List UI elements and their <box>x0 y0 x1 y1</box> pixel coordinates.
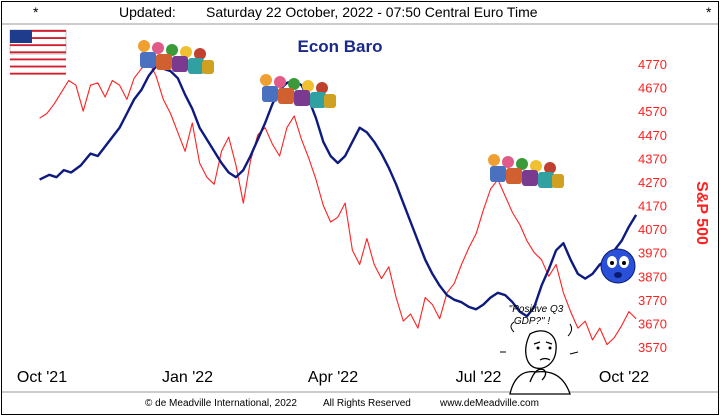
y-tick-label: 3570 <box>638 340 667 355</box>
y-tick-label: 4570 <box>638 104 667 119</box>
gdp-annotation: "Positive Q3 GDP?" ! <box>509 304 564 327</box>
x-tick-label: Apr '22 <box>308 369 358 386</box>
celebrating-crowd-icon <box>260 74 336 108</box>
x-tick-label: Oct '22 <box>599 369 649 386</box>
worried-face-icon <box>600 248 636 284</box>
thinking-man-icon <box>500 321 579 395</box>
plot-lines <box>39 61 638 346</box>
footer-rights: All Rights Reserved <box>323 398 411 409</box>
us-flag-icon <box>9 29 67 75</box>
updated-label: Updated: <box>119 4 176 20</box>
y-tick-label: 3870 <box>638 269 667 284</box>
x-tick-label: Jul '22 <box>456 369 502 386</box>
y-tick-label: 4370 <box>638 151 667 166</box>
celebrating-crowd-icon <box>488 154 564 188</box>
y-tick-label: 3770 <box>638 293 667 308</box>
y-tick-label: 4170 <box>638 199 667 214</box>
celebrating-crowd-icon <box>138 40 214 74</box>
chart-title: Econ Baro <box>297 37 382 56</box>
y-tick-label: 3970 <box>638 246 667 261</box>
x-axis-ticks: Oct '21 Jan '22 Apr '22 Jul '22 Oct '22 <box>17 369 649 386</box>
y-axis-right-ticks: 4770 4670 4570 4470 4370 4270 4170 4070 3970 3870… <box>638 57 667 355</box>
footer-copyright: © de Meadville International, 2022 <box>145 398 297 409</box>
updated-value: Saturday 22 October, 2022 - 07:50 Centra… <box>206 4 538 20</box>
y-tick-label: 3670 <box>638 316 667 331</box>
series-line-sp500 <box>39 61 637 346</box>
y-tick-label: 4070 <box>638 222 667 237</box>
footer-url: www.deMeadville.com <box>440 398 539 409</box>
x-tick-label: Oct '21 <box>17 369 67 386</box>
series-line-econ-baro <box>39 65 638 318</box>
y-tick-label: 4770 <box>638 57 667 72</box>
header-star-left: * <box>33 4 39 20</box>
y-tick-label: 4270 <box>638 175 667 190</box>
header-star-right: * <box>706 4 712 20</box>
x-tick-label: Jan '22 <box>162 369 213 386</box>
y-tick-label: 4670 <box>638 81 667 96</box>
y-axis-right-title: S&P 500 <box>693 181 710 245</box>
y-tick-label: 4470 <box>638 128 667 143</box>
